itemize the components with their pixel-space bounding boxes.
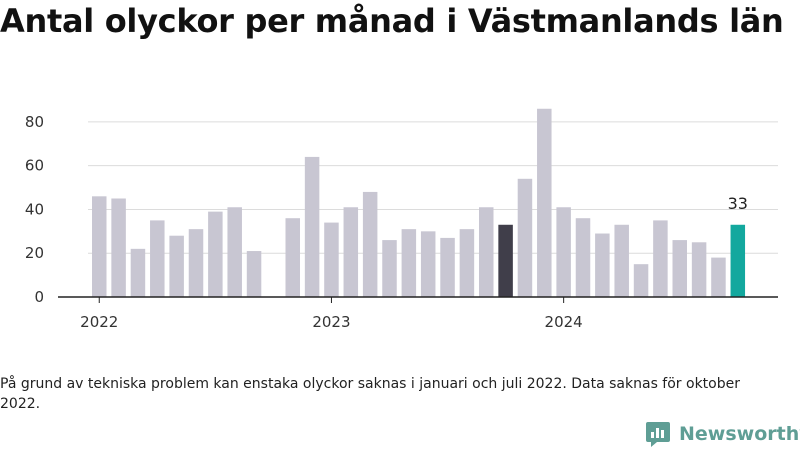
y-tick-label: 80 [25,113,44,131]
data-label: 33 [728,194,748,213]
bar [343,207,359,297]
bar [653,220,668,297]
bar-chart: 0 20 40 60 80 2022 2023 2024 33 [25,108,778,331]
bar [420,231,436,297]
bar [304,156,320,297]
chart-title: Antal olyckor per månad i Västmanlands l… [0,2,784,40]
bar [633,264,649,297]
x-axis: 2022 2023 2024 [58,296,778,331]
bar [711,257,726,297]
y-tick-label: 20 [25,244,44,262]
bar [479,207,494,297]
bar [401,229,417,297]
bar [92,196,107,297]
brand-logo[interactable]: Newsworthy [645,420,800,448]
bar [188,229,204,297]
bar [537,108,552,297]
bar [575,218,591,297]
bar [556,207,571,297]
bar [111,198,126,297]
data-labels: 33 [728,194,748,213]
x-tick-label: 2023 [312,313,350,331]
bar [440,237,455,297]
bar [208,211,223,297]
y-tick-label: 0 [34,288,44,306]
bar [227,207,242,297]
brand-name: Newsworthy [679,423,800,445]
bar [130,248,146,297]
bar [169,235,184,297]
bar [614,224,629,297]
bar [382,240,397,297]
bar [324,222,339,297]
bar [459,229,475,297]
bar [150,220,165,297]
bars [92,108,746,297]
bar [285,218,300,297]
y-tick-label: 60 [25,157,44,175]
bar [730,224,746,297]
bar [517,178,533,297]
footnote: På grund av tekniska problem kan enstaka… [0,376,740,412]
y-axis: 0 20 40 60 80 [25,113,44,306]
x-tick-label: 2024 [545,313,583,331]
newsworthy-logo-icon [646,422,670,447]
bar [246,251,262,297]
x-tick-label: 2022 [80,313,118,331]
bar [362,191,378,297]
bar [595,233,610,297]
bar [672,240,687,297]
y-tick-label: 40 [25,200,44,218]
bar [498,224,513,297]
bar [691,242,707,297]
